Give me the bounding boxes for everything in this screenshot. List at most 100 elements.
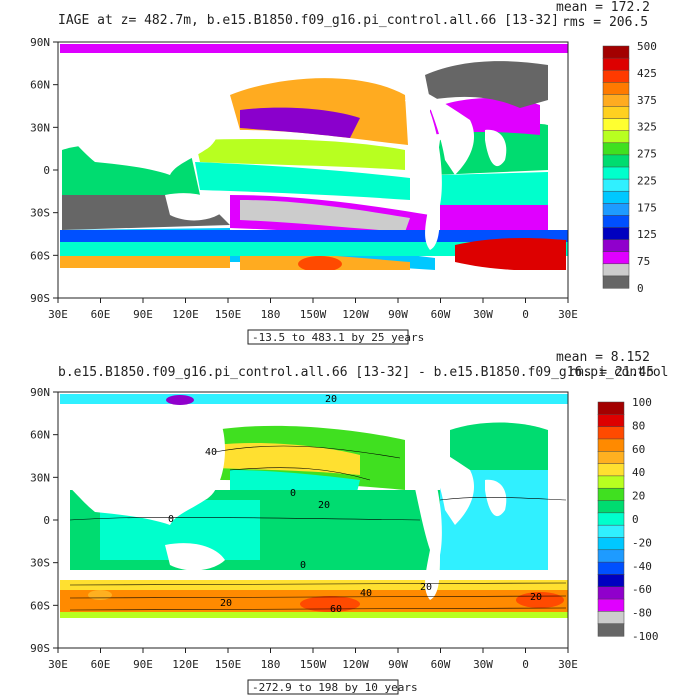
colorbar-label: 225 [637, 174, 657, 187]
panel1-title: IAGE at z= 482.7m, b.e15.B1850.f09_g16.p… [58, 13, 559, 28]
panel1-y-axis: 90N 60N 30N 0 30S 60S 90S [30, 36, 58, 305]
colorbar-label: 100 [632, 396, 652, 409]
y-tick-label: 60N [30, 79, 50, 92]
colorbar-swatch [602, 142, 630, 156]
y-tick-label: 60N [30, 429, 50, 442]
x-tick-label: 60E [91, 308, 111, 321]
colorbar-swatch [602, 45, 630, 59]
panel2-x-axis: 30E 60E 90E 120E 150E 180 150W 120W 90W 60W 30W 0 30… [48, 648, 578, 671]
x-tick-label: 120W [342, 308, 369, 321]
colorbar-label: 125 [637, 228, 657, 241]
x-tick-label: 30E [48, 658, 68, 671]
x-tick-label: 120W [342, 658, 369, 671]
colorbar-swatch [597, 586, 625, 600]
contour-label: 0 [290, 488, 296, 499]
colorbar-swatch [597, 426, 625, 440]
colorbar-label: 375 [637, 94, 657, 107]
y-tick-label: 0 [43, 514, 50, 527]
y-tick-label: 60S [30, 599, 50, 612]
colorbar-swatch [597, 438, 625, 452]
colorbar-swatch [602, 251, 630, 265]
x-tick-label: 90W [388, 658, 408, 671]
y-tick-label: 0 [43, 164, 50, 177]
x-tick-label: 0 [522, 308, 529, 321]
colorbar-swatch [597, 463, 625, 477]
colorbar-swatch [602, 94, 630, 108]
contour-label: 20 [420, 582, 432, 593]
colorbar-label: 75 [637, 255, 650, 268]
colorbar-swatch [602, 215, 630, 229]
panel2-title: b.e15.B1850.f09_g16.pi_control.all.66 [1… [58, 365, 668, 380]
colorbar-swatch [597, 549, 625, 563]
x-tick-label: 150W [300, 308, 327, 321]
colorbar-swatch [602, 82, 630, 95]
colorbar-swatch [602, 106, 630, 120]
x-tick-label: 0 [522, 658, 529, 671]
colorbar-swatch [597, 500, 625, 514]
panel1-mean: mean = 172.2 [556, 0, 650, 15]
panel1-map [58, 42, 568, 298]
colorbar-label: -80 [632, 607, 652, 620]
y-tick-label: 60S [30, 249, 50, 262]
colorbar-swatch [597, 623, 625, 637]
x-tick-label: 150E [215, 658, 242, 671]
colorbar-label: -60 [632, 583, 652, 596]
colorbar-label: -20 [632, 536, 652, 549]
y-tick-label: 30N [30, 121, 50, 134]
colorbar-label: 175 [637, 201, 657, 214]
y-tick-label: 90S [30, 642, 50, 655]
x-tick-label: 30W [473, 658, 493, 671]
colorbar-swatch [597, 475, 625, 489]
panel1-x-axis: 30E 60E 90E 120E 150E 180 150W 120W 90W 60W 30W 0 30… [48, 298, 578, 321]
colorbar-label: 0 [632, 513, 639, 526]
colorbar-label: -40 [632, 560, 652, 573]
colorbar-label: 500 [637, 40, 657, 53]
contour-label: 0 [300, 560, 306, 571]
colorbar-swatch [602, 166, 630, 180]
x-tick-label: 120E [172, 308, 199, 321]
colorbar-swatch [597, 487, 625, 502]
colorbar-label: 40 [632, 466, 645, 479]
panel2-range-box [247, 679, 399, 695]
colorbar-swatch [602, 263, 630, 277]
contour-label: 20 [530, 592, 542, 603]
colorbar-label: 425 [637, 67, 657, 80]
y-tick-label: 30S [30, 207, 50, 220]
colorbar-label: 0 [637, 282, 644, 295]
contour-label: 20 [325, 394, 337, 405]
contour-label: 40 [360, 588, 372, 599]
contour-label: 20 [220, 598, 232, 609]
colorbar-label: 275 [637, 148, 657, 161]
colorbar-swatch [597, 537, 625, 551]
x-tick-label: 90E [133, 308, 153, 321]
x-tick-label: 30E [558, 308, 578, 321]
colorbar-swatch [602, 239, 630, 253]
colorbar-swatch [597, 574, 625, 588]
panel2-colorbar: 100 80 60 40 20 0 -20 -40 -60 -80 -100 [597, 396, 659, 643]
x-tick-label: 60W [431, 308, 451, 321]
panel2-mean: mean = 8.152 [556, 350, 650, 365]
colorbar-label: 60 [632, 443, 645, 456]
panel-iage: IAGE at z= 482.7m, b.e15.B1850.f09_g16.p… [30, 0, 657, 345]
x-tick-label: 60E [91, 658, 111, 671]
colorbar-swatch [602, 190, 630, 204]
panel2-rms: rms = 21.45 [568, 365, 654, 380]
panel-difference: b.e15.B1850.f09_g16.pi_control.all.66 [1… [30, 350, 668, 695]
contour-label: 60 [330, 604, 342, 615]
x-tick-label: 150E [215, 308, 242, 321]
colorbar-swatch [602, 154, 630, 168]
colorbar-swatch [602, 118, 630, 132]
colorbar-swatch [597, 611, 625, 625]
x-tick-label: 90E [133, 658, 153, 671]
colorbar-swatch [597, 512, 625, 526]
x-tick-label: 180 [261, 658, 281, 671]
x-tick-label: 30W [473, 308, 493, 321]
colorbar-swatch [597, 561, 625, 575]
x-tick-label: 90W [388, 308, 408, 321]
colorbar-swatch [602, 203, 630, 216]
x-tick-label: 30E [48, 308, 68, 321]
x-tick-label: 60W [431, 658, 451, 671]
colorbar-swatch [597, 451, 625, 465]
panel1-range-note: -13.5 to 483.1 by 25 years [252, 331, 424, 344]
